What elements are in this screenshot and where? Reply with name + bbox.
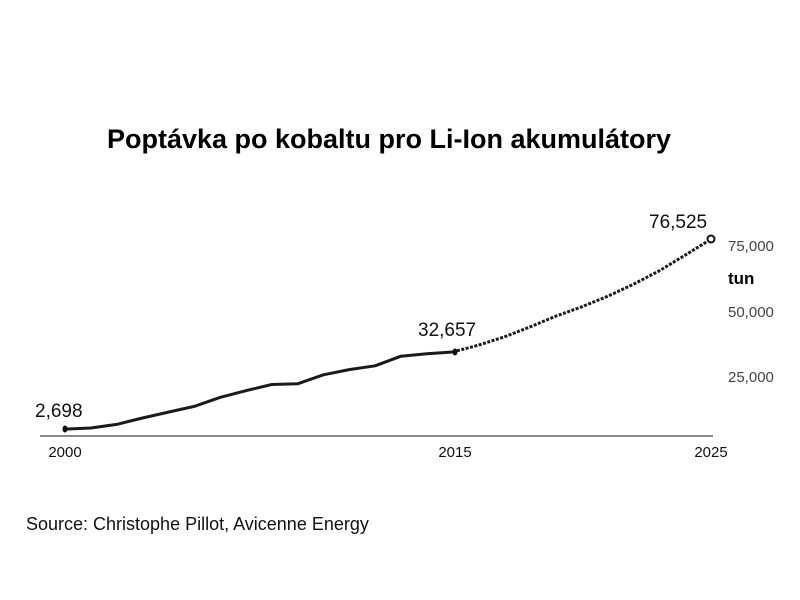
chart-title: Poptávka po kobaltu pro Li-Ion akumuláto… [106,124,672,154]
annotation-2025: 76,525 [649,212,707,233]
x-tick-2025: 2025 [694,444,727,461]
marker-2000 [62,425,68,433]
y-tick-75000: 75,000 [728,238,774,255]
y-tick-50000: 50,000 [728,304,774,321]
historical-series-line [64,350,453,431]
forecast-series-line [452,237,712,354]
x-tick-2015: 2015 [438,444,471,461]
y-axis-unit: tun [728,269,754,288]
annotation-2015: 32,657 [418,320,476,341]
annotation-2000: 2,698 [35,401,83,422]
marker-2025 [706,234,716,244]
y-tick-25000: 25,000 [728,369,774,386]
x-tick-2000: 2000 [48,444,81,461]
marker-2015 [452,348,458,356]
source-note: Source: Christophe Pillot, Avicenne Ener… [26,514,369,534]
